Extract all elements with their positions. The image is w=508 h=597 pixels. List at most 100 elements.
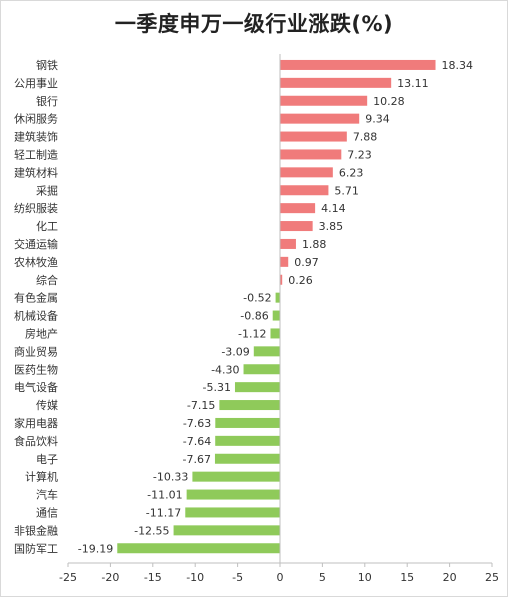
bar-10: [280, 221, 313, 232]
category-label: 传媒: [36, 399, 58, 412]
value-label: 0.97: [294, 256, 319, 269]
bar-1: [280, 59, 436, 70]
bar-22: [215, 435, 280, 446]
category-label: 建筑装饰: [14, 130, 58, 144]
bar-14: [275, 292, 280, 303]
bar-2: [280, 77, 392, 88]
category-label: 轻工制造: [14, 147, 58, 161]
bar-3: [280, 95, 368, 106]
value-label: 3.85: [319, 220, 344, 233]
category-label: 电气设备: [14, 380, 58, 394]
value-label: -19.19: [78, 542, 113, 555]
bar-11: [280, 238, 296, 249]
bar-5: [280, 131, 347, 142]
category-label: 化工: [36, 219, 58, 233]
category-label: 家用电器: [14, 416, 58, 430]
value-label: -7.63: [183, 417, 211, 430]
value-label: -10.33: [153, 471, 188, 484]
bar-26: [185, 507, 280, 518]
x-axis: -25 -20 -15 -10 -5 0 5 10 15 20 25: [59, 54, 499, 584]
x-tick-label: -25: [59, 571, 77, 584]
category-label: 休闲服务: [14, 112, 58, 126]
value-label: -4.30: [211, 363, 239, 376]
value-label: 18.34: [442, 59, 474, 72]
value-label: 13.11: [397, 77, 429, 90]
value-label: 9.34: [365, 113, 390, 126]
value-label: -12.55: [134, 524, 169, 537]
x-tick-label: -15: [144, 571, 162, 584]
bar-21: [215, 417, 280, 428]
bar-20: [219, 400, 280, 411]
value-label: -0.52: [243, 292, 271, 305]
category-label: 汽车: [36, 488, 58, 502]
category-label: 银行: [36, 94, 58, 108]
category-label: 非银金融: [14, 523, 58, 537]
category-label: 采掘: [36, 183, 58, 197]
value-label: 5.71: [334, 184, 359, 197]
bar-23: [214, 453, 280, 464]
category-label: 电子: [36, 453, 58, 466]
bar-9: [280, 203, 316, 214]
category-label: 计算机: [25, 470, 58, 484]
bar-16: [270, 328, 280, 339]
bar-4: [280, 113, 360, 124]
x-tick-label: -20: [101, 571, 119, 584]
bar-8: [280, 185, 329, 196]
x-tick-label: 10: [358, 571, 372, 584]
x-tick-label: 5: [319, 571, 326, 584]
bar-7: [280, 167, 333, 178]
bar-13: [280, 274, 283, 285]
value-label: -5.31: [203, 381, 231, 394]
category-label: 食品饮料: [14, 434, 58, 448]
value-label: -0.86: [240, 310, 268, 323]
bar-28: [117, 543, 280, 554]
bar-27: [173, 525, 280, 536]
category-label: 公用事业: [14, 77, 58, 90]
x-tick-label: 15: [400, 571, 414, 584]
value-label: -3.09: [221, 345, 249, 358]
category-label: 商业贸易: [14, 344, 58, 358]
value-label: -7.15: [187, 399, 215, 412]
category-label: 综合: [36, 273, 58, 287]
value-label: 1.88: [302, 238, 327, 251]
x-tick-label: 25: [485, 571, 499, 584]
x-tick-label: 0: [277, 571, 284, 584]
bars-layer: [117, 59, 436, 554]
value-label: -11.01: [147, 489, 182, 502]
x-tick-label: -10: [186, 571, 204, 584]
x-tick-label: -5: [232, 571, 243, 584]
value-label: 10.28: [373, 95, 405, 108]
bar-19: [234, 382, 280, 393]
category-label: 建筑材料: [14, 165, 58, 179]
chart-title: 一季度申万一级行业涨跌(%): [114, 12, 394, 36]
category-label: 农林牧渔: [14, 255, 58, 269]
category-label: 交通运输: [14, 237, 58, 251]
bar-17: [253, 346, 280, 357]
value-label: 0.26: [288, 274, 313, 287]
bar-24: [192, 471, 280, 482]
x-tick-label: 20: [443, 571, 457, 584]
bar-25: [186, 489, 280, 500]
bar-12: [280, 256, 289, 267]
bar-6: [280, 149, 342, 160]
value-label: 7.88: [353, 131, 378, 144]
value-label: 4.14: [321, 202, 346, 215]
category-label: 医药生物: [14, 362, 58, 376]
value-label: 6.23: [339, 166, 364, 179]
labels-layer: 钢铁 18.34 公用事业 13.11 银行 10.28 休闲服务 9.34 建筑装饰 7.88 轻…: [14, 59, 473, 555]
value-label: 7.23: [347, 148, 372, 161]
category-label: 机械设备: [14, 309, 58, 323]
value-label: -7.67: [182, 453, 210, 466]
category-label: 钢铁: [36, 59, 58, 72]
category-label: 国防军工: [14, 541, 58, 555]
category-label: 房地产: [25, 326, 58, 340]
category-label: 有色金属: [14, 291, 58, 305]
value-label: -1.12: [238, 327, 266, 340]
value-label: -7.64: [183, 435, 211, 448]
bar-18: [243, 364, 280, 375]
category-label: 通信: [36, 506, 58, 519]
bar-15: [272, 310, 280, 321]
value-label: -11.17: [146, 506, 181, 519]
category-label: 纺织服装: [14, 201, 58, 215]
